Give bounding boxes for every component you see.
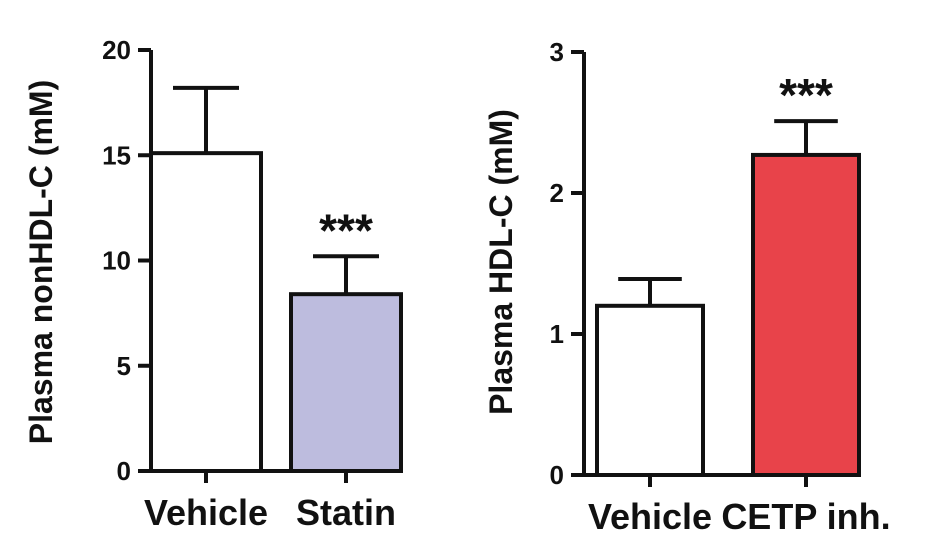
bar-vehicle — [149, 151, 263, 474]
significance-marker: *** — [779, 69, 833, 121]
y-tick-label: 20 — [102, 35, 131, 65]
category-label-vehicle: Vehicle — [144, 492, 268, 533]
y-tick-label: 3 — [550, 37, 564, 67]
category-label-statin: Statin — [296, 492, 396, 533]
y-tick-label: 10 — [102, 246, 131, 276]
y-axis-title: Plasma nonHDL-C (mM) — [23, 80, 59, 444]
bar-statin — [289, 292, 403, 473]
nonhdl-chart-panel: 0 5 10 15 20 Vehicle Statin *** Plasma nonHDL-C … — [23, 35, 403, 533]
y-axis-title: Plasma HDL-C (mM) — [483, 109, 519, 415]
y-tick-label: 0 — [117, 456, 131, 486]
category-label-vehicle: Vehicle — [588, 496, 712, 537]
y-tick-label: 15 — [102, 140, 131, 170]
hdl-chart-panel: 0 1 2 3 Vehicle CETP inh. *** Plasma HDL-C (mM) — [483, 37, 891, 537]
y-tick-label: 2 — [550, 178, 564, 208]
y-tick-label: 1 — [550, 319, 564, 349]
y-tick-label: 0 — [550, 460, 564, 490]
y-tick-label: 5 — [117, 351, 131, 381]
significance-marker: *** — [319, 204, 373, 256]
category-label-cetp-inh: CETP inh. — [721, 496, 890, 537]
bar-cetp-inh — [751, 152, 861, 477]
bar-vehicle — [595, 303, 705, 477]
